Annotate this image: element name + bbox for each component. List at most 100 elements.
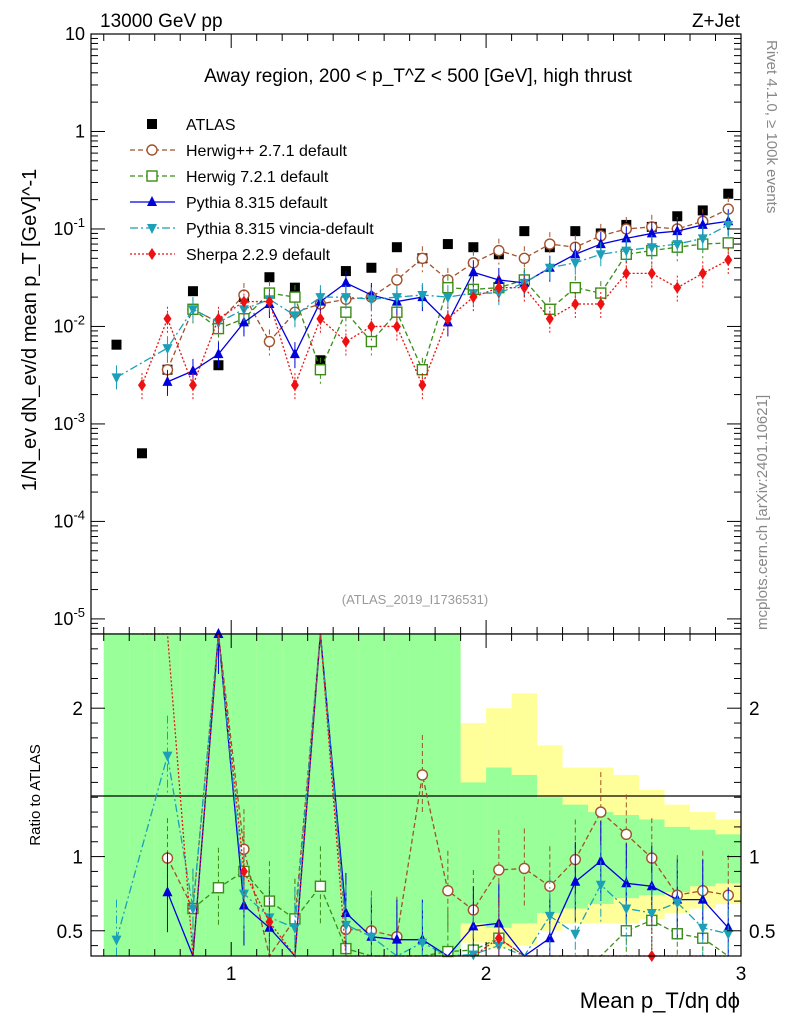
main-point-0-0 xyxy=(111,339,122,350)
ratio-point-3-9 xyxy=(340,920,351,931)
main-point-4-23 xyxy=(697,234,708,245)
main-point-5-8 xyxy=(316,312,325,325)
green-band-7 xyxy=(282,634,308,956)
main-point-5-22 xyxy=(673,281,682,294)
legend-label-4: Pythia 8.315 vincia-default xyxy=(186,221,374,238)
legend-marker-0 xyxy=(147,119,157,129)
ratio-ytick-label-right: 1 xyxy=(749,848,760,869)
main-point-5-10 xyxy=(367,320,376,333)
ratio-point-0-13 xyxy=(442,885,454,897)
main-point-5-12 xyxy=(418,379,427,392)
main-ytick-label: 10-2 xyxy=(53,312,85,336)
ratio-point-3-5 xyxy=(238,889,249,900)
main-point-4-19 xyxy=(595,250,606,261)
ratio-point-3-23 xyxy=(697,923,708,934)
main-panel: 10-5 10-4 10-3 10-2 10-1 1 10 Away region, 200… xyxy=(19,24,742,635)
main-point-0-24 xyxy=(723,188,734,199)
main-point-5-13 xyxy=(443,312,452,325)
main-point-2-8 xyxy=(314,364,327,376)
xtick-label: 2 xyxy=(481,964,492,985)
main-point-5-21 xyxy=(647,267,656,280)
main-point-3-7 xyxy=(289,348,300,359)
main-point-5-5 xyxy=(239,295,248,308)
legend-label-0: ATLAS xyxy=(186,117,236,134)
ratio-point-4-6 xyxy=(265,915,274,928)
ratio-point-2-2 xyxy=(162,886,173,897)
main-point-5-16 xyxy=(520,281,529,294)
main-point-2-18 xyxy=(569,281,582,294)
main-point-3-2 xyxy=(162,375,173,386)
ratio-point-0-20 xyxy=(620,828,632,841)
ratio-point-2-20 xyxy=(621,877,632,888)
ratio-point-3-21 xyxy=(646,908,657,919)
main-point-0-6 xyxy=(264,272,275,283)
main-point-4-12 xyxy=(417,291,428,302)
main-ytick-label: 1 xyxy=(75,121,85,141)
ratio-ylabel: Ratio to ATLAS xyxy=(27,744,44,845)
main-point-1-17 xyxy=(544,238,556,250)
main-point-3-3 xyxy=(187,364,198,375)
main-point-3-23 xyxy=(697,218,708,229)
main-point-3-22 xyxy=(672,225,683,236)
ratio-point-3-18 xyxy=(570,929,581,940)
main-series-line-1 xyxy=(166,208,729,370)
ratio-ytick-label-left: 1 xyxy=(72,848,83,869)
main-point-5-4 xyxy=(214,312,223,325)
ratio-point-3-3 xyxy=(187,904,198,915)
main-ytick-label: 10 xyxy=(65,24,85,44)
main-point-5-7 xyxy=(290,379,299,392)
ratio-point-1-8 xyxy=(314,880,327,892)
green-band-4 xyxy=(205,634,232,956)
main-point-4-15 xyxy=(493,289,504,300)
main-point-5-17 xyxy=(545,312,554,325)
main-point-1-6 xyxy=(263,335,276,348)
main-plot-area xyxy=(111,188,734,459)
main-point-5-20 xyxy=(622,267,631,280)
main-title: Away region, 200 < p_T^Z < 500 [GeV], hi… xyxy=(204,66,633,87)
xtick-label: 1 xyxy=(226,964,237,985)
main-point-0-13 xyxy=(442,239,453,250)
main-ytick-label: 10-1 xyxy=(53,215,85,239)
main-point-4-11 xyxy=(391,293,402,304)
main-point-1-16 xyxy=(518,252,531,265)
main-point-3-21 xyxy=(646,227,657,238)
main-point-2-7 xyxy=(289,291,301,303)
main-point-0-11 xyxy=(391,242,402,253)
main-point-4-0 xyxy=(111,373,122,384)
ratio-point-2-11 xyxy=(391,933,402,944)
main-point-0-1 xyxy=(136,448,147,459)
ratio-point-4-5 xyxy=(239,865,248,878)
main-point-3-15 xyxy=(493,273,504,284)
main-point-4-8 xyxy=(315,293,326,304)
main-point-0-3 xyxy=(187,286,198,297)
rivet-label: Rivet 4.1.0, ≥ 100k events xyxy=(763,40,780,213)
ratio-point-0-19 xyxy=(595,806,607,818)
main-axis-ticks: 10-5 10-4 10-3 10-2 10-1 1 10 xyxy=(53,24,742,635)
ratio-point-2-17 xyxy=(544,932,555,943)
main-point-3-9 xyxy=(340,276,351,287)
ratio-uncertainty-bands xyxy=(103,634,741,956)
ratio-point-0-15 xyxy=(493,864,505,876)
main-point-0-14 xyxy=(468,242,479,253)
ratio-frame xyxy=(90,633,742,957)
ratio-point-0-16 xyxy=(518,862,531,875)
ratio-ytick-label-right: 2 xyxy=(749,699,760,720)
main-point-5-24 xyxy=(724,254,733,267)
main-frame-bg xyxy=(91,34,741,634)
legend-marker-5 xyxy=(148,248,156,260)
legend-marker-1 xyxy=(146,144,158,156)
ratio-series-line-1 xyxy=(192,870,729,957)
main-point-2-24 xyxy=(722,237,734,249)
main-point-0-10 xyxy=(366,262,377,273)
main-point-5-23 xyxy=(698,267,707,280)
ratio-ytick-label-right: 0.5 xyxy=(749,922,775,943)
ratio-point-3-2 xyxy=(162,751,173,762)
main-point-3-20 xyxy=(621,232,632,243)
main-point-4-20 xyxy=(621,246,632,257)
main-point-4-21 xyxy=(646,243,657,254)
main-point-0-22 xyxy=(672,211,683,222)
main-point-4-10 xyxy=(366,295,377,306)
main-point-4-9 xyxy=(340,293,351,304)
green-band-1 xyxy=(129,634,155,956)
